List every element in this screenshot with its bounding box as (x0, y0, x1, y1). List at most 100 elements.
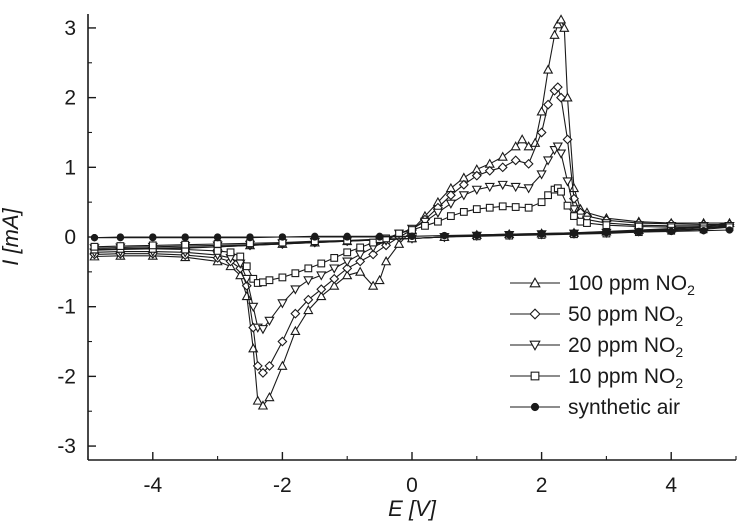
data-point (562, 134, 573, 145)
data-point (511, 203, 520, 211)
data-point (90, 242, 99, 251)
data-point (583, 219, 591, 227)
data-point (257, 367, 268, 378)
y-tick-label: 3 (64, 17, 76, 40)
data-point (213, 247, 222, 255)
data-point (248, 302, 259, 313)
y-tick-label: 0 (64, 226, 76, 249)
data-point (226, 248, 235, 257)
legend-label: 50 ppm NO2 (568, 303, 683, 329)
data-point (355, 250, 366, 260)
data-point (556, 92, 567, 103)
data-point (290, 325, 301, 335)
data-point (563, 201, 572, 210)
data-point (264, 316, 275, 326)
data-point (549, 29, 560, 39)
data-point (602, 221, 611, 230)
data-point (445, 199, 457, 209)
data-point (236, 252, 245, 261)
data-point (257, 325, 269, 335)
legend-marker (530, 371, 540, 381)
data-point (316, 271, 327, 281)
legend-entry: 20 ppm NO2 (510, 334, 683, 360)
data-point (555, 14, 567, 24)
data-point (568, 182, 580, 193)
data-point (699, 227, 708, 235)
data-point (517, 134, 528, 144)
data-point (316, 284, 327, 295)
data-point (485, 203, 494, 212)
data-point (562, 177, 573, 187)
data-point (329, 264, 340, 274)
data-point (342, 257, 353, 267)
legend-entry: synthetic air (510, 396, 680, 419)
data-point (246, 233, 254, 241)
data-point (375, 232, 384, 240)
data-point (667, 227, 675, 236)
data-point (374, 274, 385, 285)
legend-subscript: 2 (687, 282, 695, 298)
data-point (303, 304, 314, 315)
data-point (484, 182, 495, 193)
legend-marker (529, 277, 541, 288)
legend-label: 20 ppm NO2 (568, 334, 683, 360)
data-point (368, 249, 379, 260)
data-point (544, 191, 552, 200)
data-point (555, 149, 567, 159)
data-point (242, 262, 251, 271)
x-tick-label: -4 (143, 474, 162, 497)
series-5 (90, 226, 734, 242)
legend-subscript: 2 (675, 313, 683, 329)
data-point (542, 156, 554, 166)
data-point (459, 208, 468, 216)
y-tick-label: -2 (57, 365, 76, 388)
y-tick-label: -3 (57, 435, 76, 458)
data-point (440, 231, 449, 240)
data-point (149, 233, 157, 241)
data-point (536, 106, 547, 116)
legend-entry: 100 ppm NO2 (510, 272, 695, 298)
data-point (343, 232, 351, 240)
x-tick-label: -2 (273, 474, 292, 497)
x-tick-label: 4 (665, 474, 677, 497)
data-point (523, 158, 534, 169)
legend-label: 100 ppm NO2 (568, 272, 695, 298)
data-point (264, 391, 275, 402)
legend-entry: 50 ppm NO2 (510, 303, 683, 329)
data-point (213, 233, 222, 241)
data-point (304, 264, 313, 273)
data-point (497, 180, 508, 191)
data-point (536, 170, 547, 180)
y-tick-label: -1 (57, 296, 76, 319)
data-point (257, 400, 269, 410)
data-point (421, 221, 429, 230)
data-point (249, 274, 258, 283)
data-point (557, 187, 565, 196)
data-point (570, 212, 578, 221)
data-point (408, 226, 416, 234)
legend-entry: 10 ppm NO2 (510, 365, 683, 391)
data-point (505, 231, 513, 239)
data-point (311, 232, 319, 240)
data-point (343, 248, 352, 257)
data-point (277, 299, 288, 309)
data-point (259, 278, 267, 287)
data-point (329, 273, 340, 284)
data-point (264, 360, 275, 371)
data-point (471, 185, 482, 195)
data-point (497, 162, 508, 173)
data-point (484, 165, 495, 176)
data-point (537, 198, 546, 207)
data-point (252, 360, 263, 371)
data-point (303, 276, 314, 286)
data-point (510, 182, 521, 193)
data-point (252, 395, 263, 405)
data-point (290, 308, 301, 319)
data-point (445, 190, 456, 201)
plot-area (89, 14, 735, 410)
data-point (523, 184, 534, 194)
legend-label: 10 ppm NO2 (568, 365, 683, 391)
data-point (367, 280, 379, 290)
data-point (552, 82, 563, 93)
data-point (355, 256, 366, 267)
